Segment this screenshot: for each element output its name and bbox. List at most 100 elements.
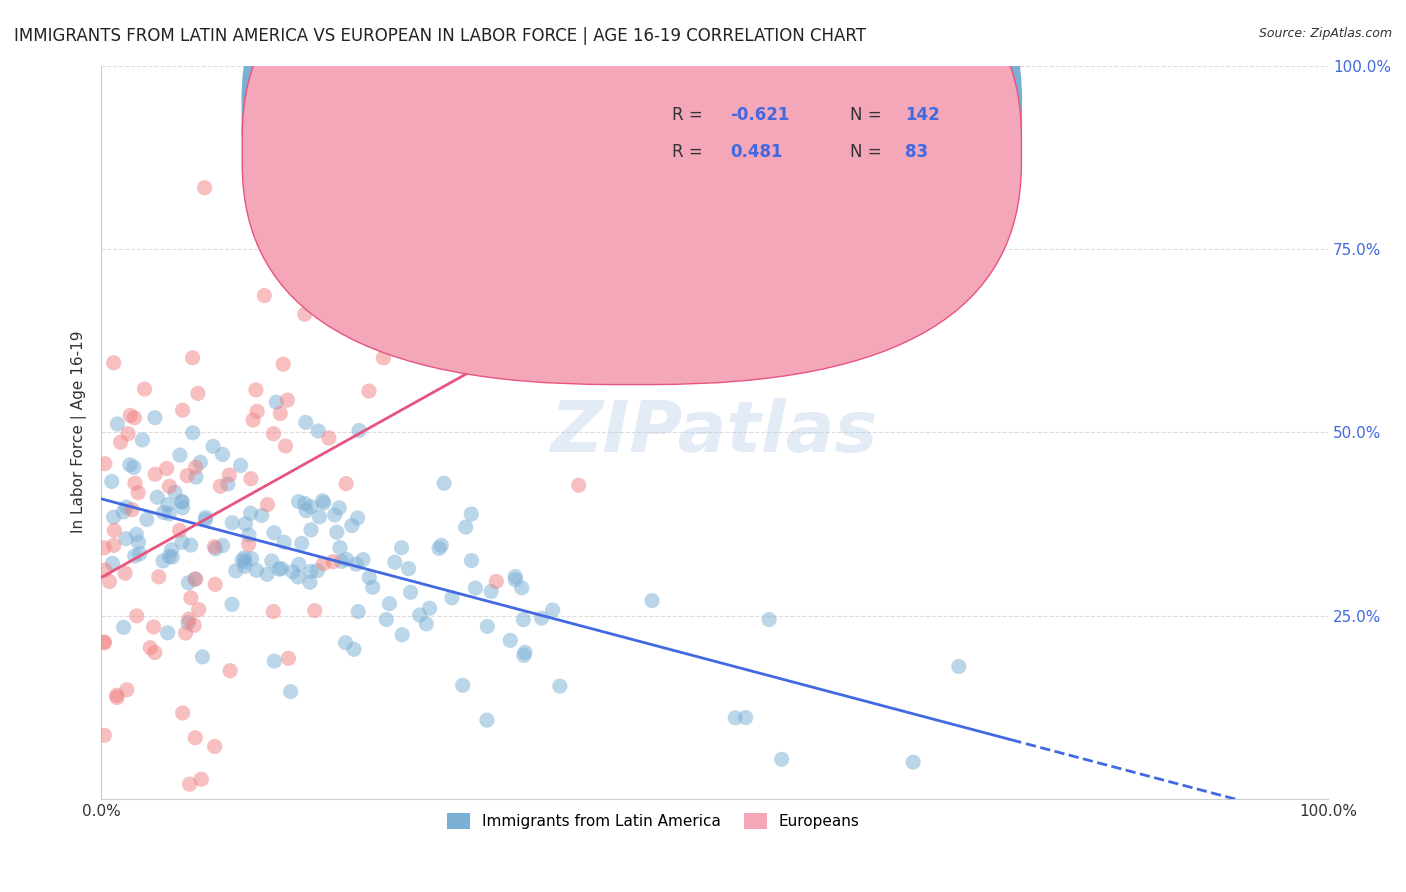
Immigrants from Latin America: [124, 549, 146, 563]
Immigrants from Latin America: [948, 659, 970, 673]
Immigrants from Latin America: [288, 558, 311, 572]
Text: 83: 83: [905, 143, 928, 161]
Immigrants from Latin America: [194, 510, 217, 524]
Immigrants from Latin America: [280, 684, 302, 698]
Immigrants from Latin America: [335, 635, 357, 649]
Europeans: [187, 386, 209, 401]
Immigrants from Latin America: [238, 528, 260, 542]
Europeans: [389, 273, 412, 287]
Europeans: [121, 502, 143, 516]
Immigrants from Latin America: [157, 507, 180, 521]
Immigrants from Latin America: [270, 561, 292, 575]
Immigrants from Latin America: [758, 613, 780, 627]
Europeans: [204, 739, 226, 754]
Text: N =: N =: [849, 106, 886, 124]
Immigrants from Latin America: [430, 538, 453, 552]
Europeans: [103, 538, 125, 552]
Immigrants from Latin America: [250, 508, 273, 523]
Europeans: [218, 468, 240, 483]
Immigrants from Latin America: [128, 547, 150, 561]
Immigrants from Latin America: [330, 554, 353, 568]
Europeans: [157, 479, 180, 493]
Immigrants from Latin America: [361, 580, 384, 594]
Immigrants from Latin America: [347, 605, 370, 619]
Immigrants from Latin America: [233, 550, 256, 565]
Immigrants from Latin America: [240, 551, 263, 566]
Immigrants from Latin America: [194, 513, 217, 527]
Immigrants from Latin America: [128, 535, 150, 549]
Europeans: [148, 570, 170, 584]
Europeans: [586, 196, 609, 211]
Immigrants from Latin America: [172, 535, 194, 549]
Immigrants from Latin America: [299, 523, 322, 537]
Europeans: [115, 682, 138, 697]
Text: 0.481: 0.481: [731, 143, 783, 161]
Immigrants from Latin America: [225, 564, 247, 578]
Immigrants from Latin America: [157, 549, 180, 564]
Immigrants from Latin America: [294, 416, 316, 430]
Immigrants from Latin America: [460, 553, 482, 567]
Text: IMMIGRANTS FROM LATIN AMERICA VS EUROPEAN IN LABOR FORCE | AGE 16-19 CORRELATION: IMMIGRANTS FROM LATIN AMERICA VS EUROPEA…: [14, 27, 866, 45]
Immigrants from Latin America: [260, 554, 283, 568]
Immigrants from Latin America: [294, 496, 316, 510]
Europeans: [374, 286, 396, 301]
Europeans: [184, 460, 207, 475]
Europeans: [181, 351, 204, 365]
Europeans: [190, 772, 212, 787]
Immigrants from Latin America: [263, 525, 285, 540]
Immigrants from Latin America: [188, 455, 211, 469]
Immigrants from Latin America: [548, 679, 571, 693]
Europeans: [271, 357, 294, 371]
Immigrants from Latin America: [177, 615, 200, 630]
Europeans: [322, 555, 344, 569]
Europeans: [276, 393, 298, 408]
Immigrants from Latin America: [202, 439, 225, 453]
Immigrants from Latin America: [287, 570, 309, 584]
Europeans: [172, 403, 194, 417]
Europeans: [103, 356, 125, 370]
Immigrants from Latin America: [328, 500, 350, 515]
Europeans: [117, 426, 139, 441]
Europeans: [124, 410, 146, 425]
Europeans: [202, 540, 225, 554]
Immigrants from Latin America: [172, 500, 194, 515]
Immigrants from Latin America: [427, 541, 450, 556]
Immigrants from Latin America: [340, 518, 363, 533]
Immigrants from Latin America: [512, 613, 534, 627]
Immigrants from Latin America: [160, 550, 183, 565]
Europeans: [262, 605, 284, 619]
Immigrants from Latin America: [181, 425, 204, 440]
Immigrants from Latin America: [541, 603, 564, 617]
Europeans: [245, 383, 267, 397]
Immigrants from Latin America: [451, 678, 474, 692]
Immigrants from Latin America: [343, 642, 366, 657]
Immigrants from Latin America: [391, 541, 413, 555]
Immigrants from Latin America: [233, 559, 256, 574]
Immigrants from Latin America: [384, 555, 406, 569]
Immigrants from Latin America: [513, 645, 536, 659]
Immigrants from Latin America: [460, 507, 482, 521]
Immigrants from Latin America: [323, 508, 346, 522]
Immigrants from Latin America: [118, 458, 141, 472]
Europeans: [184, 731, 207, 745]
Text: -0.621: -0.621: [731, 106, 790, 124]
Europeans: [193, 180, 215, 194]
Europeans: [93, 635, 115, 649]
Immigrants from Latin America: [239, 506, 262, 520]
Europeans: [174, 626, 197, 640]
Immigrants from Latin America: [415, 616, 437, 631]
Europeans: [125, 608, 148, 623]
Immigrants from Latin America: [115, 500, 138, 515]
Immigrants from Latin America: [204, 541, 226, 556]
Immigrants from Latin America: [419, 601, 441, 615]
Immigrants from Latin America: [724, 711, 747, 725]
Immigrants from Latin America: [505, 569, 527, 583]
Legend: Immigrants from Latin America, Europeans: Immigrants from Latin America, Europeans: [440, 807, 866, 835]
Europeans: [373, 351, 395, 365]
Immigrants from Latin America: [307, 564, 329, 578]
Immigrants from Latin America: [510, 581, 533, 595]
Immigrants from Latin America: [641, 593, 664, 607]
Europeans: [219, 664, 242, 678]
Europeans: [93, 541, 115, 555]
Europeans: [143, 646, 166, 660]
